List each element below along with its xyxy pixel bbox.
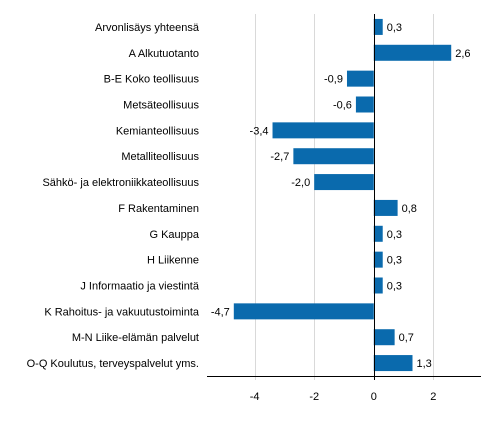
bar	[373, 225, 383, 242]
bar	[293, 148, 374, 165]
value-label: -0,9	[324, 74, 343, 86]
axis-layer	[207, 14, 481, 380]
value-label: 0,3	[387, 281, 402, 293]
bars-layer	[233, 18, 452, 372]
value-label: -2,0	[291, 177, 310, 189]
bar	[355, 96, 374, 113]
category-label: M-N Liike-elämän palvelut	[72, 332, 199, 344]
bar	[233, 303, 374, 320]
category-label: Metalliteollisuus	[121, 151, 199, 163]
bar	[373, 329, 395, 346]
category-label: Arvonlisäys yhteensä	[95, 22, 200, 34]
category-label: J Informaatio ja viestintä	[80, 281, 199, 293]
value-label: 0,3	[387, 22, 402, 34]
bar	[272, 122, 374, 139]
value-label: 1,3	[417, 358, 432, 370]
bar	[314, 174, 374, 191]
value-label: 2,6	[455, 48, 470, 60]
bar	[373, 277, 383, 294]
bar	[346, 70, 374, 87]
labels-layer: -4 -2 0 2 Arvonlisäys yhteensä 0,3 A Alkutuota…	[27, 22, 471, 403]
category-label: F Rakentaminen	[118, 203, 199, 215]
value-label: 0,8	[402, 203, 417, 215]
value-label: -3,4	[250, 125, 269, 137]
bar	[373, 355, 413, 372]
category-label: Metsäteollisuus	[123, 100, 199, 112]
x-tick-label: 0	[371, 391, 377, 403]
bar	[373, 251, 383, 268]
x-tick-label: -2	[309, 391, 319, 403]
x-tick-label: -4	[250, 391, 260, 403]
category-label: B-E Koko teollisuus	[104, 74, 200, 86]
category-label: Kemianteollisuus	[116, 125, 200, 137]
category-label: Sähkö- ja elektroniikkateollisuus	[42, 177, 199, 189]
bar	[373, 44, 452, 61]
category-label: H Liikenne	[147, 255, 199, 267]
value-label: -4,7	[211, 306, 230, 318]
bar	[373, 18, 383, 35]
x-tick-label: 2	[430, 391, 436, 403]
bar	[373, 199, 398, 216]
grid-layer	[255, 14, 434, 380]
category-label: K Rahoitus- ja vakuutustoiminta	[44, 306, 200, 318]
category-label: O-Q Koulutus, terveyspalvelut yms.	[27, 358, 199, 370]
value-label: 0,3	[387, 255, 402, 267]
category-label: G Kauppa	[149, 229, 199, 241]
value-label: 0,7	[399, 332, 414, 344]
value-label: -2,7	[270, 151, 289, 163]
value-label: 0,3	[387, 229, 402, 241]
value-label: -0,6	[333, 100, 352, 112]
category-label: A Alkutuotanto	[129, 48, 199, 60]
